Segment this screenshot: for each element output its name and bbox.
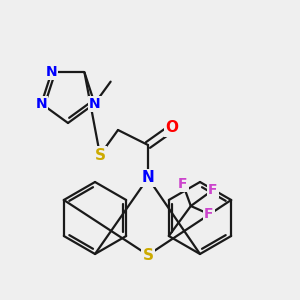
Text: O: O [166, 121, 178, 136]
Text: S: S [142, 248, 154, 262]
Text: N: N [142, 170, 154, 185]
Text: N: N [36, 97, 47, 111]
Text: F: F [204, 207, 214, 221]
Text: F: F [178, 177, 188, 191]
Text: F: F [208, 183, 218, 197]
Text: N: N [89, 97, 100, 111]
Text: N: N [46, 65, 57, 79]
Text: S: S [94, 148, 106, 163]
